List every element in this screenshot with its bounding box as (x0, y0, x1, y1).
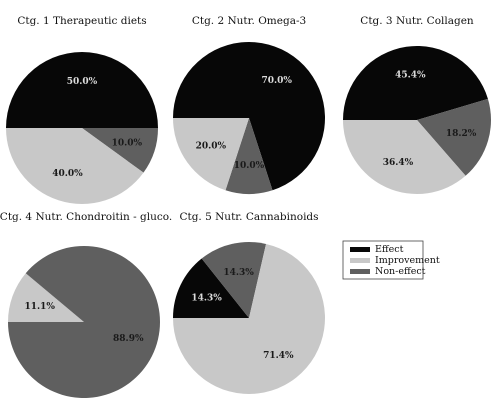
chart-title: Ctg. 5 Nutr. Cannabinoids (179, 211, 318, 223)
pie-chart-4: Ctg. 4 Nutr. Chondroitin - gluco. 11.1% 88… (0, 211, 172, 399)
slice-label: 10.0% (112, 139, 143, 149)
legend-swatch-effect (350, 247, 370, 252)
pie-slice-effect (343, 46, 488, 120)
slice-label: 45.4% (395, 71, 426, 81)
pie-slice-improvement (343, 120, 466, 194)
pie-slice-improvement (173, 243, 325, 395)
slice-label: 50.0% (67, 77, 98, 87)
pie-chart-5: Ctg. 5 Nutr. Cannabinoids 14.3% 14.3% 71.4% (173, 211, 325, 395)
pie-slice-effect (173, 42, 325, 191)
pie-slice-effect (173, 258, 249, 318)
pie-chart-2: Ctg. 2 Nutr. Omega-3 70.0% 10.0% 20.0% (172, 15, 325, 195)
pie-chart-1: Ctg. 1 Therapeutic diets 50.0% 10.0% 40.0% (5, 15, 158, 205)
legend: Effect Improvement Non-effect (342, 240, 440, 280)
chart-title: Ctg. 1 Therapeutic diets (17, 15, 146, 27)
slice-label: 10.0% (234, 161, 265, 171)
pie-chart-3: Ctg. 3 Nutr. Collagen 45.4% 18.2% 36.4% (343, 15, 491, 194)
pie-slice-non-effect (7, 246, 160, 399)
slice-label: 36.4% (383, 158, 414, 168)
pie-slice-non-effect (225, 118, 273, 195)
pie-slice-improvement (8, 273, 84, 322)
chart-title: Ctg. 4 Nutr. Chondroitin - gluco. (0, 211, 172, 223)
pie-slice-non-effect (417, 98, 491, 176)
chart-title: Ctg. 3 Nutr. Collagen (360, 15, 474, 27)
chart-title: Ctg. 2 Nutr. Omega-3 (192, 15, 306, 27)
legend-label-effect: Effect (375, 244, 404, 255)
pie-slice-non-effect (82, 128, 158, 173)
pie-slice-improvement (172, 118, 249, 191)
slice-label: 88.9% (113, 334, 144, 344)
pie-slice-effect (6, 52, 158, 128)
legend-label-non-effect: Non-effect (375, 266, 426, 277)
pie-slice-non-effect (201, 242, 267, 318)
charts-group: Ctg. 1 Therapeutic diets50.0%10.0%40.0%C… (0, 15, 491, 399)
legend-swatch-improvement (350, 258, 370, 263)
slice-label: 18.2% (446, 129, 477, 139)
legend-swatch-non-effect (350, 269, 370, 274)
slice-label: 14.3% (223, 268, 254, 278)
slice-label: 14.3% (191, 294, 222, 304)
slice-label: 71.4% (263, 351, 294, 361)
slice-label: 11.1% (24, 302, 55, 312)
slice-label: 20.0% (196, 142, 227, 152)
slice-label: 40.0% (52, 169, 83, 179)
pie-slice-improvement (5, 128, 144, 205)
slice-label: 70.0% (261, 76, 292, 86)
legend-label-improvement: Improvement (375, 255, 440, 266)
